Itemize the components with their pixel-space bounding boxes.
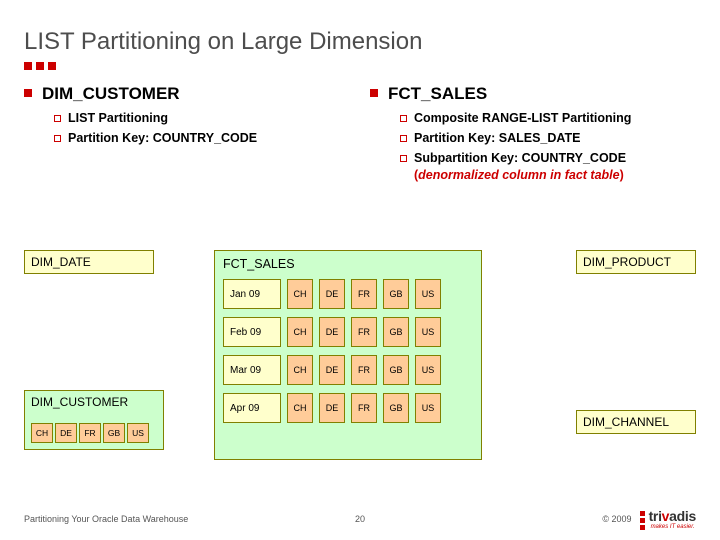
country-cell: DE [55,423,77,443]
subpartition-cell: FR [351,279,377,309]
fct-sales-box: FCT_SALES Jan 09CHDEFRGBUSFeb 09CHDEFRGB… [214,250,482,460]
month-cell: Mar 09 [223,355,281,385]
right-column: FCT_SALES Composite RANGE-LIST Partition… [370,84,696,187]
right-item: Subpartition Key: COUNTRY_CODE (denormal… [400,150,696,184]
left-item: Partition Key: COUNTRY_CODE [54,130,350,147]
trivadis-logo: trivadis makes IT easier. [640,508,696,530]
subpartition-cell: DE [319,355,345,385]
right-item: Composite RANGE-LIST Partitioning [400,110,696,127]
subpartition-cell: FR [351,393,377,423]
left-heading: DIM_CUSTOMER [24,84,350,104]
country-cell: GB [103,423,125,443]
dim-customer-label: DIM_CUSTOMER [31,395,128,409]
month-cell: Apr 09 [223,393,281,423]
country-cell: US [127,423,149,443]
fct-rows: Jan 09CHDEFRGBUSFeb 09CHDEFRGBUSMar 09CH… [223,279,473,423]
footer-page: 20 [24,514,696,524]
dim-channel-box: DIM_CHANNEL [576,410,696,434]
right-item: Partition Key: SALES_DATE [400,130,696,147]
fct-row: Feb 09CHDEFRGBUS [223,317,473,347]
subpartition-cell: US [415,393,441,423]
subpartition-cell: CH [287,279,313,309]
dim-product-box: DIM_PRODUCT [576,250,696,274]
slide-title: LIST Partitioning on Large Dimension [24,28,696,56]
month-cell: Jan 09 [223,279,281,309]
diagram-area: DIM_DATE DIM_PRODUCT DIM_CHANNEL DIM_CUS… [24,250,696,484]
subpartition-cell: CH [287,355,313,385]
month-cell: Feb 09 [223,317,281,347]
fct-sales-label: FCT_SALES [223,257,295,271]
subpartition-cell: US [415,279,441,309]
subpartition-cell: GB [383,393,409,423]
subpartition-cell: FR [351,355,377,385]
subpartition-cell: GB [383,279,409,309]
subpartition-cell: GB [383,355,409,385]
fct-row: Jan 09CHDEFRGBUS [223,279,473,309]
left-column: DIM_CUSTOMER LIST Partitioning Partition… [24,84,350,187]
fct-row: Mar 09CHDEFRGBUS [223,355,473,385]
subpartition-cell: CH [287,393,313,423]
subpartition-cell: US [415,317,441,347]
dim-customer-partitions: CH DE FR GB US [31,423,157,443]
subpartition-cell: DE [319,279,345,309]
country-cell: FR [79,423,101,443]
right-heading: FCT_SALES [370,84,696,104]
subpartition-cell: DE [319,317,345,347]
fct-row: Apr 09CHDEFRGBUS [223,393,473,423]
accent-square-row [24,62,696,70]
subpartition-cell: CH [287,317,313,347]
left-item: LIST Partitioning [54,110,350,127]
dim-customer-box: DIM_CUSTOMER CH DE FR GB US [24,390,164,450]
subpartition-cell: FR [351,317,377,347]
dim-date-box: DIM_DATE [24,250,154,274]
footer-copyright: © 2009 [602,514,631,524]
subpartition-cell: US [415,355,441,385]
country-cell: CH [31,423,53,443]
subpartition-cell: GB [383,317,409,347]
subpartition-cell: DE [319,393,345,423]
